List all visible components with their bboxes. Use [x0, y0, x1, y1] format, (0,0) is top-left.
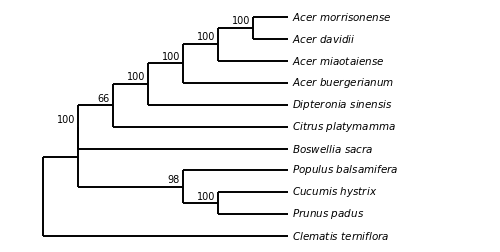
Text: $\mathbf{\mathit{Acer}}$ $\mathbf{\mathit{buergerianum}}$: $\mathbf{\mathit{Acer}}$ $\mathbf{\mathi…	[292, 76, 394, 90]
Text: $\mathit{Acer}$ $\mathit{davidii}$: $\mathit{Acer}$ $\mathit{davidii}$	[292, 33, 356, 45]
Text: $\mathit{Citrus}$ $\mathit{platymamma}$: $\mathit{Citrus}$ $\mathit{platymamma}$	[292, 119, 397, 134]
Text: 66: 66	[98, 93, 110, 104]
Text: $\mathit{Acer}$ $\mathit{morrisonense}$: $\mathit{Acer}$ $\mathit{morrisonense}$	[292, 11, 392, 23]
Text: $\mathit{Dipteronia}$ $\mathit{sinensis}$: $\mathit{Dipteronia}$ $\mathit{sinensis}…	[292, 98, 394, 112]
Text: 100: 100	[162, 52, 180, 62]
Text: 100: 100	[196, 192, 215, 202]
Text: $\mathit{Cucumis}$ $\mathit{hystrix}$: $\mathit{Cucumis}$ $\mathit{hystrix}$	[292, 185, 378, 199]
Text: $\mathit{Populus}$ $\mathit{balsamifera}$: $\mathit{Populus}$ $\mathit{balsamifera}…	[292, 164, 399, 177]
Text: $\mathit{Boswellia}$ $\mathit{sacra}$: $\mathit{Boswellia}$ $\mathit{sacra}$	[292, 142, 374, 154]
Text: 98: 98	[168, 175, 180, 185]
Text: $\mathit{Clematis}$ $\mathit{terniflora}$: $\mathit{Clematis}$ $\mathit{terniflora}…	[292, 230, 390, 242]
Text: 100: 100	[196, 33, 215, 43]
Text: 100: 100	[56, 115, 75, 125]
Text: 100: 100	[126, 72, 145, 82]
Text: 100: 100	[232, 16, 250, 26]
Text: $\mathit{Prunus}$ $\mathit{padus}$: $\mathit{Prunus}$ $\mathit{padus}$	[292, 207, 364, 221]
Text: $\mathit{Acer}$ $\mathit{miaotaiense}$: $\mathit{Acer}$ $\mathit{miaotaiense}$	[292, 55, 385, 67]
